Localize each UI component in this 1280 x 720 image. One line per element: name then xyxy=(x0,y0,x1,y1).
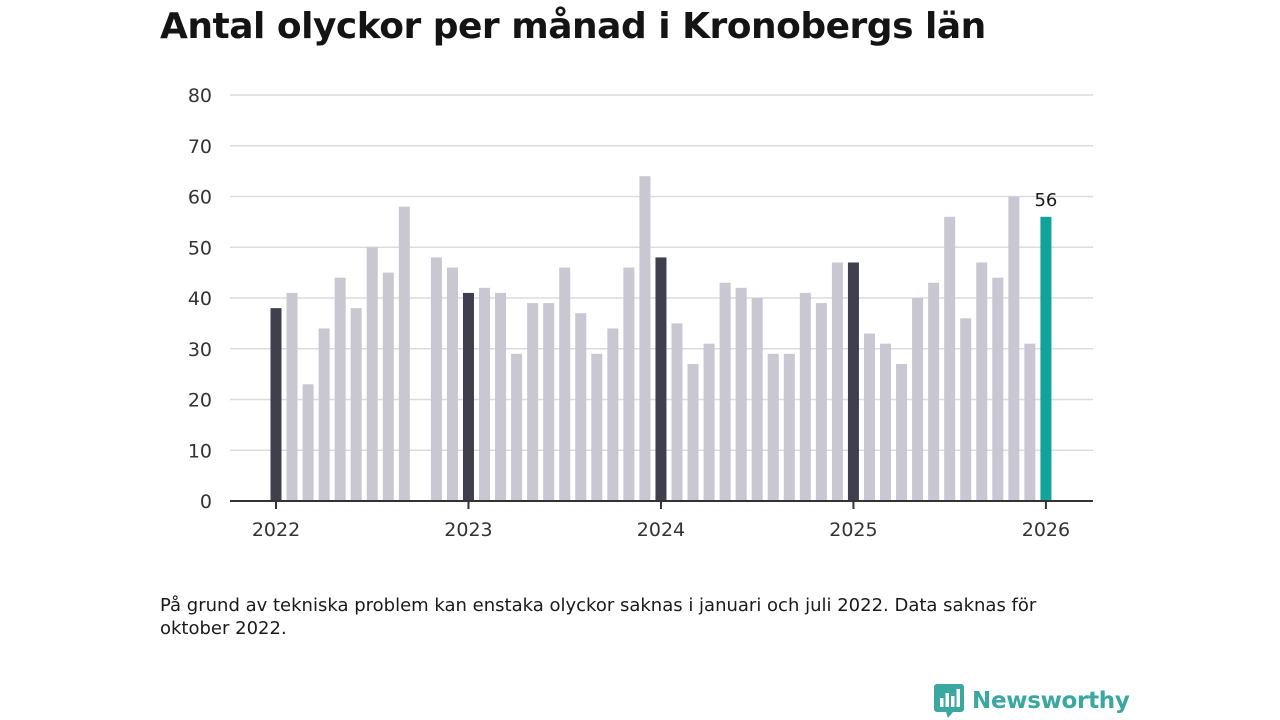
footnote: På grund av tekniska problem kan enstaka… xyxy=(160,595,1037,639)
bar-2024-10 xyxy=(799,292,811,501)
y-tick-label: 30 xyxy=(188,339,212,361)
bar-2024-08 xyxy=(767,353,779,501)
bar-2022-11 xyxy=(430,257,442,501)
bar-2025-12 xyxy=(1024,343,1036,501)
y-tick-label: 20 xyxy=(188,390,212,412)
bar-2024-06 xyxy=(735,287,747,501)
bar-2025-07 xyxy=(944,216,956,502)
bar-2024-04 xyxy=(703,343,715,501)
bar-2024-01 xyxy=(655,257,667,501)
chart-title: Antal olyckor per månad i Kronobergs län xyxy=(160,6,986,47)
x-tick-label: 2022 xyxy=(252,519,300,541)
bar-2024-05 xyxy=(719,282,731,501)
bar-2025-08 xyxy=(960,318,972,501)
y-tick-label: 40 xyxy=(188,288,212,310)
bar-2023-09 xyxy=(591,353,603,501)
bar-2022-07 xyxy=(366,247,378,501)
bar-2023-07 xyxy=(559,267,571,501)
bar-2025-09 xyxy=(976,262,988,501)
y-tick-label: 70 xyxy=(188,136,212,158)
y-tick-label: 50 xyxy=(188,237,212,259)
y-tick-label: 60 xyxy=(188,187,212,209)
bar-2023-06 xyxy=(543,303,555,501)
bar-2025-06 xyxy=(928,282,940,501)
logo-text: Newsworthy xyxy=(972,688,1130,714)
bar-2024-03 xyxy=(687,363,699,501)
bar-2025-05 xyxy=(912,298,924,501)
y-tick-label: 0 xyxy=(200,491,212,513)
bar-2023-08 xyxy=(575,313,587,501)
bar-2022-03 xyxy=(302,384,314,501)
newsworthy-chart-icon xyxy=(934,684,964,718)
x-tick-label: 2025 xyxy=(829,519,877,541)
bar-2022-08 xyxy=(382,272,394,501)
bar-2025-04 xyxy=(896,363,908,501)
bar-2023-11 xyxy=(623,267,635,501)
bar-2023-02 xyxy=(479,287,491,501)
newsworthy-logo[interactable]: Newsworthy xyxy=(934,684,1130,718)
bar-2022-02 xyxy=(286,292,298,501)
data-label: 56 xyxy=(1034,190,1057,211)
bar-2024-07 xyxy=(751,298,763,501)
bar-2022-12 xyxy=(446,267,458,501)
bar-2023-04 xyxy=(511,353,523,501)
bar-2023-05 xyxy=(527,303,539,501)
bar-2022-04 xyxy=(318,328,330,501)
y-tick-label: 80 xyxy=(188,85,212,107)
bar-2026-01 xyxy=(1040,216,1052,502)
bar-2024-12 xyxy=(831,262,843,501)
bar-2022-05 xyxy=(334,277,346,501)
bar-chart: 0 10 20 30 40 50 60 70 80 2022 2023 2024 2025 2026 56 xyxy=(188,85,1093,541)
x-tick-label: 2024 xyxy=(637,519,685,541)
bar-2023-01 xyxy=(462,292,474,501)
bar-2024-11 xyxy=(815,303,827,501)
bar-2023-03 xyxy=(495,292,507,501)
x-tick-label: 2026 xyxy=(1022,519,1070,541)
bar-2025-03 xyxy=(880,343,892,501)
bar-2023-10 xyxy=(607,328,619,501)
bar-2024-09 xyxy=(783,353,795,501)
bar-2025-10 xyxy=(992,277,1004,501)
bar-2024-02 xyxy=(671,323,683,501)
bar-2025-11 xyxy=(1008,196,1020,501)
bar-2022-01 xyxy=(270,308,282,501)
bar-2025-02 xyxy=(863,333,875,501)
bar-2022-09 xyxy=(398,206,410,501)
x-tick-label: 2023 xyxy=(444,519,492,541)
y-tick-label: 10 xyxy=(188,440,212,462)
bar-2022-06 xyxy=(350,308,362,501)
bar-2023-12 xyxy=(639,176,651,501)
bar-2025-01 xyxy=(847,262,859,501)
